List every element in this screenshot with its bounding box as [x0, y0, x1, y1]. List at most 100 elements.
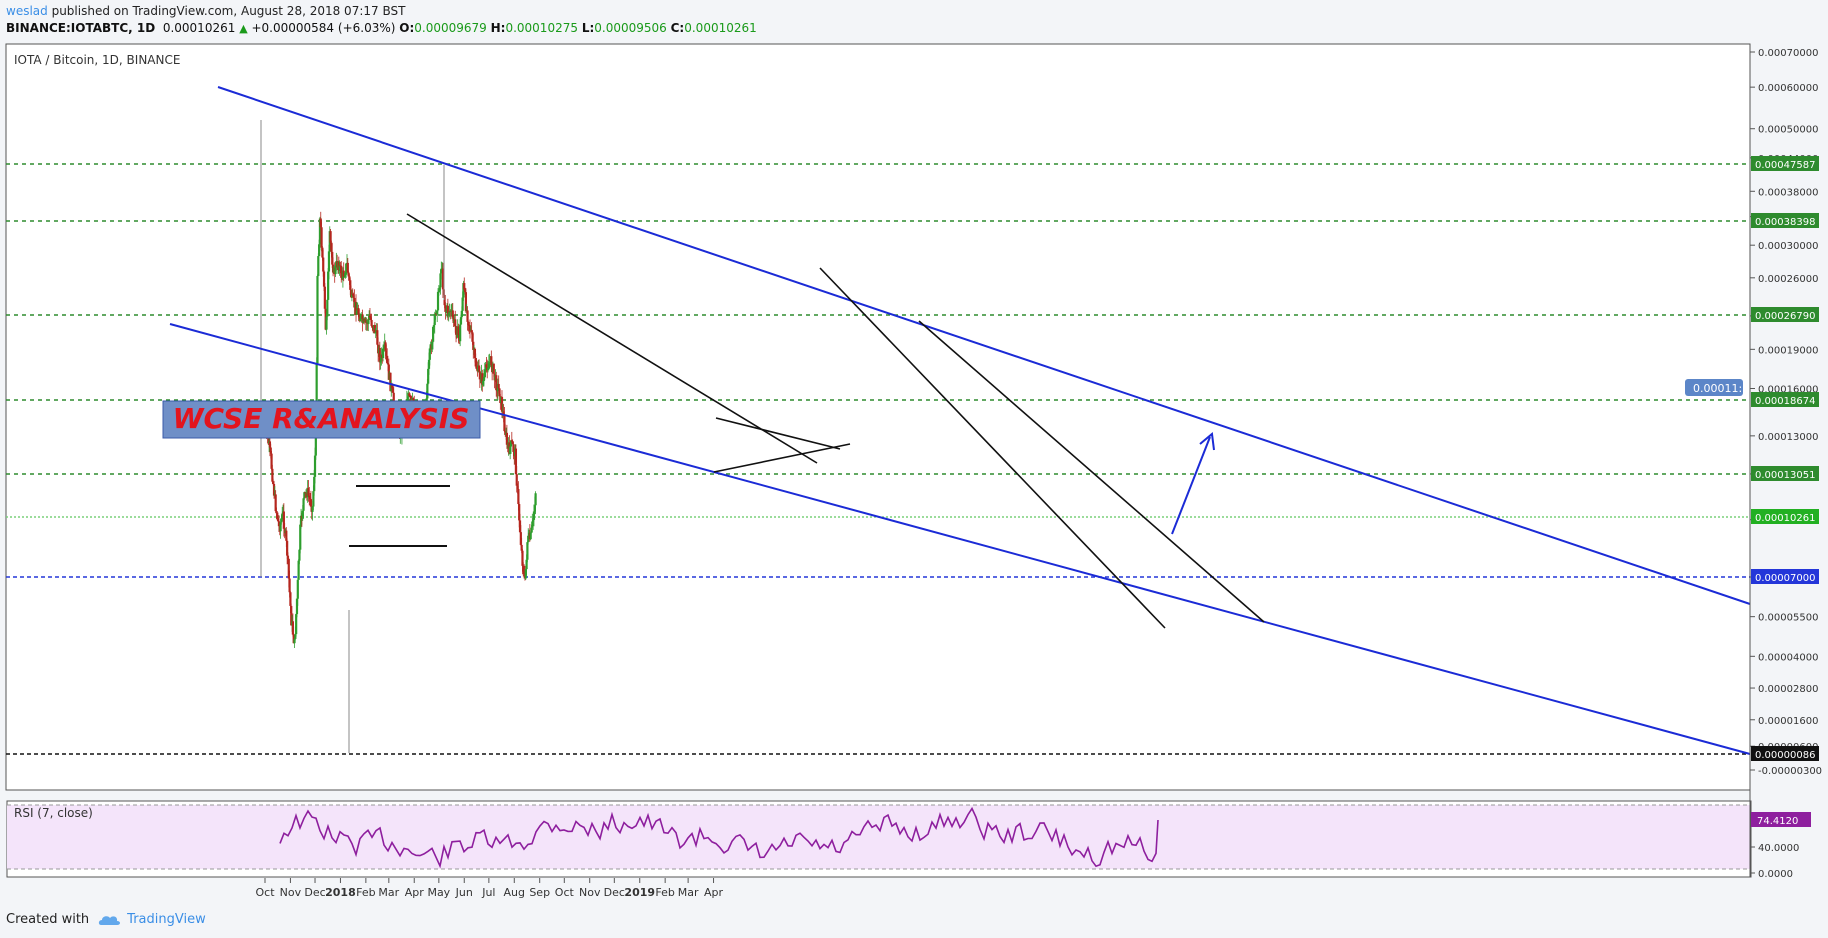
- candle-body: [474, 358, 477, 367]
- y-tick-label: 0.00050000: [1758, 125, 1818, 136]
- candle-body: [509, 446, 512, 454]
- candle-body: [490, 356, 493, 366]
- candle-body: [517, 489, 520, 505]
- candle-body: [348, 276, 351, 281]
- candle-body: [475, 366, 478, 369]
- candle-body: [361, 314, 364, 324]
- candle-body: [292, 634, 295, 644]
- tradingview-cloud-icon: [99, 915, 121, 925]
- x-tick-label: Nov: [579, 886, 601, 899]
- candle-body: [357, 308, 360, 315]
- candle-body: [439, 273, 442, 288]
- candle-body: [530, 527, 533, 533]
- rsi-line: [279, 806, 1159, 869]
- candle-body: [410, 398, 413, 400]
- x-tick-label: Apr: [704, 886, 724, 899]
- candle-body: [497, 383, 500, 389]
- candle-body: [483, 369, 486, 377]
- candle-body: [441, 268, 445, 290]
- candle-body: [389, 372, 392, 392]
- candle-body: [322, 257, 325, 272]
- candle-body: [350, 293, 354, 298]
- candle-body: [488, 362, 491, 364]
- candle-body: [299, 524, 302, 550]
- open-value: 0.00009679: [414, 21, 487, 35]
- candle-body: [281, 513, 284, 520]
- candle-body: [462, 283, 465, 298]
- y-tick-label: 0.00001600: [1758, 716, 1818, 727]
- candle-body: [368, 315, 372, 318]
- candle-body: [301, 510, 304, 519]
- candle-body: [487, 363, 490, 368]
- candle-body: [282, 511, 285, 529]
- candle-body: [297, 560, 300, 580]
- x-tick-label: 2018: [325, 886, 356, 899]
- candle-body: [386, 355, 389, 364]
- candle-body: [345, 263, 348, 275]
- footer: Created with TradingView: [6, 912, 206, 927]
- downtrend-line: [406, 213, 818, 464]
- price-label-bg: [1751, 466, 1819, 481]
- candle-body: [427, 368, 430, 384]
- floating-price-tag[interactable]: [1685, 379, 1743, 396]
- candle-body: [322, 271, 326, 287]
- candle-body: [287, 558, 290, 579]
- candle-body: [432, 327, 435, 342]
- candle-body: [534, 493, 537, 506]
- candle-body: [370, 319, 373, 326]
- y-tick-label: 0.00060000: [1758, 83, 1818, 94]
- rsi-band: [7, 805, 1750, 869]
- candle-body: [325, 316, 328, 330]
- candle-body: [518, 504, 521, 521]
- candle-body: [386, 363, 390, 365]
- channel-left-line: [819, 267, 1166, 629]
- price-label-bg: [1751, 307, 1819, 322]
- candle-body: [461, 297, 464, 311]
- x-tick-label: Feb: [655, 886, 674, 899]
- candle-body: [286, 540, 289, 556]
- candle-body: [391, 388, 395, 393]
- candle-body: [307, 488, 310, 496]
- candle-body: [463, 289, 467, 293]
- price-label: 0.00000086: [1755, 750, 1815, 761]
- publish-text: published on TradingView.com, August 28,…: [47, 4, 406, 18]
- candle-body: [526, 542, 529, 560]
- rsi-value-label: 74.4120: [1757, 816, 1798, 827]
- candle-body: [270, 453, 273, 469]
- candle-body: [478, 371, 481, 380]
- annotation-box[interactable]: [162, 400, 481, 439]
- candle-body: [349, 280, 352, 290]
- candle-body: [382, 346, 385, 349]
- author-link[interactable]: weslad: [6, 4, 48, 18]
- candle-body: [319, 218, 322, 228]
- x-tick-label: Apr: [405, 886, 425, 899]
- candle-body: [269, 447, 272, 454]
- candle-body: [312, 491, 315, 507]
- candle-body: [531, 521, 534, 528]
- candle-body: [468, 325, 472, 331]
- candle-body: [378, 347, 381, 363]
- symbol-label: BINANCE:IOTABTC, 1D: [6, 21, 156, 35]
- candle-body: [443, 294, 446, 306]
- candle-body: [277, 518, 280, 522]
- candle-body: [347, 272, 350, 277]
- candle-body: [295, 614, 298, 635]
- candle-body: [481, 373, 484, 385]
- candle-body: [436, 310, 439, 315]
- candle-body: [502, 411, 505, 416]
- candle-body: [359, 315, 363, 320]
- candle-body: [440, 268, 443, 274]
- up-arrow-icon: ▲: [239, 22, 248, 35]
- candle-body: [426, 383, 429, 399]
- candle-body: [477, 365, 481, 372]
- candle-body: [354, 301, 358, 315]
- candle-body: [464, 292, 467, 312]
- candle-body: [408, 393, 411, 396]
- candle-body: [271, 468, 274, 482]
- candle-body: [495, 375, 498, 391]
- y-tick-label: 0.00038000: [1758, 187, 1818, 198]
- candle-body: [454, 326, 458, 335]
- candle-body: [289, 592, 292, 606]
- tradingview-link[interactable]: TradingView: [127, 912, 206, 927]
